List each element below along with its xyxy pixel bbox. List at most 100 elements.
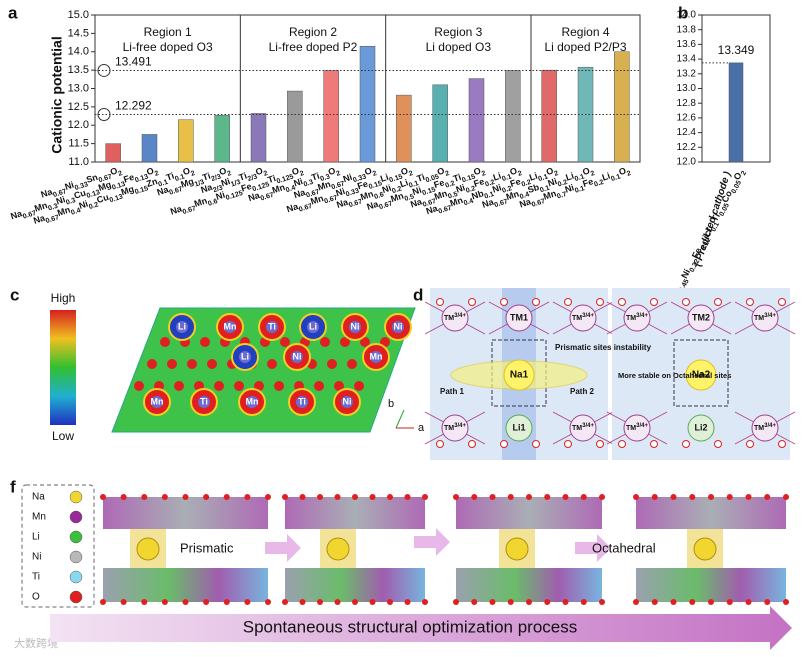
o-atom	[544, 599, 551, 605]
y-tick-label: 13.8	[677, 24, 697, 35]
y-tick-label: 13.4	[677, 54, 697, 65]
contour-blob	[147, 359, 157, 369]
o-atom	[580, 599, 587, 605]
tm-site	[751, 304, 779, 332]
contour-blob	[334, 381, 344, 391]
y-tick-label: 11.0	[68, 156, 89, 168]
bar	[287, 90, 303, 163]
tm-layer	[285, 497, 425, 529]
tm-site	[569, 414, 597, 442]
x-tick-label: Na0.67Mn0.67Ni0.33Fe0.15Li0.15O2	[285, 165, 414, 217]
o-atom	[422, 599, 428, 605]
na-site	[503, 359, 535, 391]
cage	[673, 339, 729, 407]
y-tick-label: 12.5	[68, 101, 89, 113]
contour-blob	[274, 381, 284, 391]
x-tick-label: Na2/3Ni1/3Ti2/3O2	[200, 165, 269, 198]
contour-blob	[280, 337, 290, 347]
x-tick-label: Na0.67Mn0.4Ni0.3Ti0.3O2	[247, 165, 341, 206]
o-atom	[120, 494, 127, 500]
na-atom	[505, 537, 529, 561]
tm-site	[623, 414, 651, 442]
o-atom	[404, 494, 411, 500]
y-tick-label: 13.0	[677, 83, 697, 94]
o-atom	[507, 494, 514, 500]
tm-label: TM3/4+	[572, 313, 594, 322]
o-atom	[580, 494, 587, 500]
region-label: Li-free doped P2	[269, 40, 358, 54]
o-atom	[745, 494, 752, 500]
tm-layer	[456, 568, 602, 602]
legend-swatch	[69, 590, 83, 604]
x-tick-label: Na0.67Mn0.67Ni0.33O2	[293, 165, 378, 203]
legend-swatch	[69, 550, 83, 564]
y-tick-label: 12.6	[677, 113, 697, 124]
atom-core	[266, 321, 278, 333]
contour-blob	[200, 337, 210, 347]
legend-swatch	[69, 510, 83, 524]
x-tick-label: Na0.67Mn0.4Sb0.1Ni0.2Li0.1O2	[481, 165, 596, 213]
atom-core	[307, 321, 319, 333]
tm-site	[687, 304, 715, 332]
o-atom	[203, 494, 210, 500]
process-arrow	[50, 606, 792, 650]
y-tick-label: 13.5	[68, 64, 89, 76]
o-atom	[544, 494, 551, 500]
bar	[141, 134, 158, 163]
atom-core	[370, 351, 382, 363]
region-label: Li doped P2/P3	[544, 40, 626, 54]
atom-core	[151, 396, 163, 408]
y-tick-label: 12.2	[677, 142, 697, 153]
atom-core	[224, 321, 236, 333]
reference-marker	[97, 108, 111, 122]
contour-blob	[174, 381, 184, 391]
o-atom	[562, 599, 569, 605]
o-site	[682, 298, 690, 306]
region-title: Region 2	[289, 25, 337, 39]
atom-core	[239, 351, 251, 363]
contour-blob	[340, 337, 350, 347]
atom-label: Ti	[200, 396, 208, 406]
o-atom	[633, 494, 639, 500]
o-atom	[317, 494, 323, 500]
y-tick-label: 14.0	[68, 46, 89, 58]
atom-core	[246, 396, 258, 408]
contour-blob	[207, 359, 217, 369]
o-site	[746, 298, 754, 306]
o-atom	[100, 494, 106, 500]
atom-label: Ni	[343, 396, 352, 406]
x-tick-label: Na0.67Mn0.3Ni0.3Cu0.13Mg0.13Fe0.13O2	[9, 165, 159, 224]
legend-label: Ni	[32, 552, 41, 563]
contour-blob	[380, 337, 390, 347]
contour-blob	[267, 359, 277, 369]
x-tick-label: Na0.67Mn0.7Ni0.1Fe0.2Li0.1O2	[518, 165, 632, 213]
y-axis-title: Cationic potential	[49, 36, 65, 153]
atom-core	[341, 396, 353, 408]
step-arrow	[265, 534, 301, 562]
tm-label: TM3/4+	[754, 423, 776, 432]
note: Prismatic sites instability	[555, 343, 652, 352]
region-label: Li-free doped O3	[123, 40, 213, 54]
reference-label: 12.292	[115, 99, 152, 113]
o-atom	[282, 494, 288, 500]
y-tick-label: 13.2	[677, 68, 697, 79]
tm-label: TM3/4+	[626, 313, 648, 322]
o-atom	[203, 599, 210, 605]
x-tick-label: Na0.67Ni0.33Sn0.67O2	[40, 165, 124, 203]
category-note: ( Predicted cathode )	[692, 170, 733, 268]
process-label: Spontaneous structural optimization proc…	[243, 617, 578, 636]
atom-core	[392, 321, 404, 333]
legend-swatch	[69, 530, 83, 544]
o-atom	[783, 494, 789, 500]
o-atom	[141, 599, 148, 605]
o-atom	[244, 494, 251, 500]
o-site	[532, 298, 540, 306]
contour-blob	[214, 381, 224, 391]
bar	[728, 62, 744, 163]
li-label: Li1	[512, 422, 525, 432]
contour-blob	[320, 337, 330, 347]
o-atom	[265, 599, 271, 605]
region-title: Region 1	[144, 25, 192, 39]
atom-label: Ti	[298, 396, 306, 406]
bar	[468, 78, 485, 163]
